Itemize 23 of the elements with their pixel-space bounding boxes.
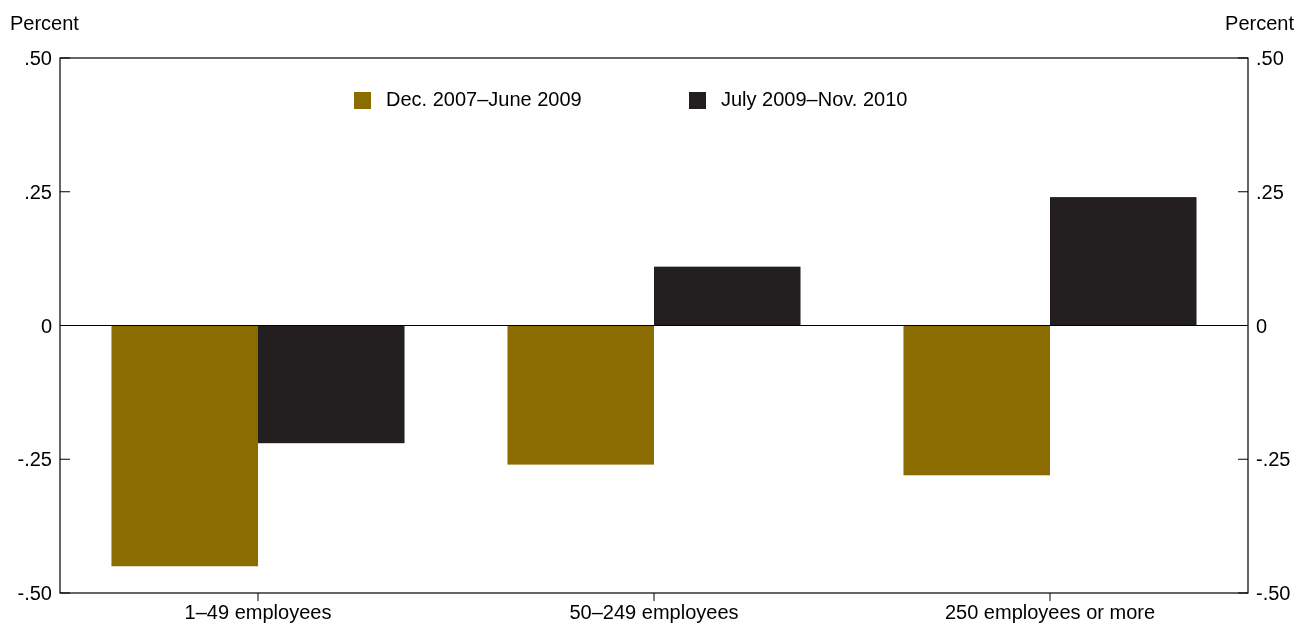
y2-axis-title: Percent — [1225, 12, 1295, 34]
x-tick-label: 50–249 employees — [569, 601, 739, 623]
bar — [903, 325, 1050, 476]
y2-tick-label: -.50 — [1256, 582, 1291, 604]
bar — [507, 325, 654, 465]
bar — [258, 325, 405, 444]
bar — [111, 325, 258, 567]
x-tick-label: 250 employees or more — [944, 601, 1156, 623]
y2-tick-label: .25 — [1256, 180, 1284, 203]
x-tick-label: 1–49 employees — [184, 601, 332, 623]
y-tick-label: .25 — [24, 180, 52, 203]
y-tick-label: .50 — [24, 47, 52, 69]
y-tick-label: -.50 — [17, 582, 52, 604]
y2-tick-label: 0 — [1256, 314, 1268, 337]
y2-tick-label: -.25 — [1256, 448, 1291, 471]
legend-label: Dec. 2007–June 2009 — [386, 88, 582, 110]
y-tick-label: -.25 — [17, 448, 52, 471]
y-tick-label: 0 — [40, 314, 52, 337]
y-axis-title: Percent — [10, 12, 80, 34]
legend-label: July 2009–Nov. 2010 — [721, 88, 908, 110]
y2-tick-label: .50 — [1256, 47, 1284, 69]
bar — [1050, 197, 1197, 326]
bar — [654, 266, 801, 326]
